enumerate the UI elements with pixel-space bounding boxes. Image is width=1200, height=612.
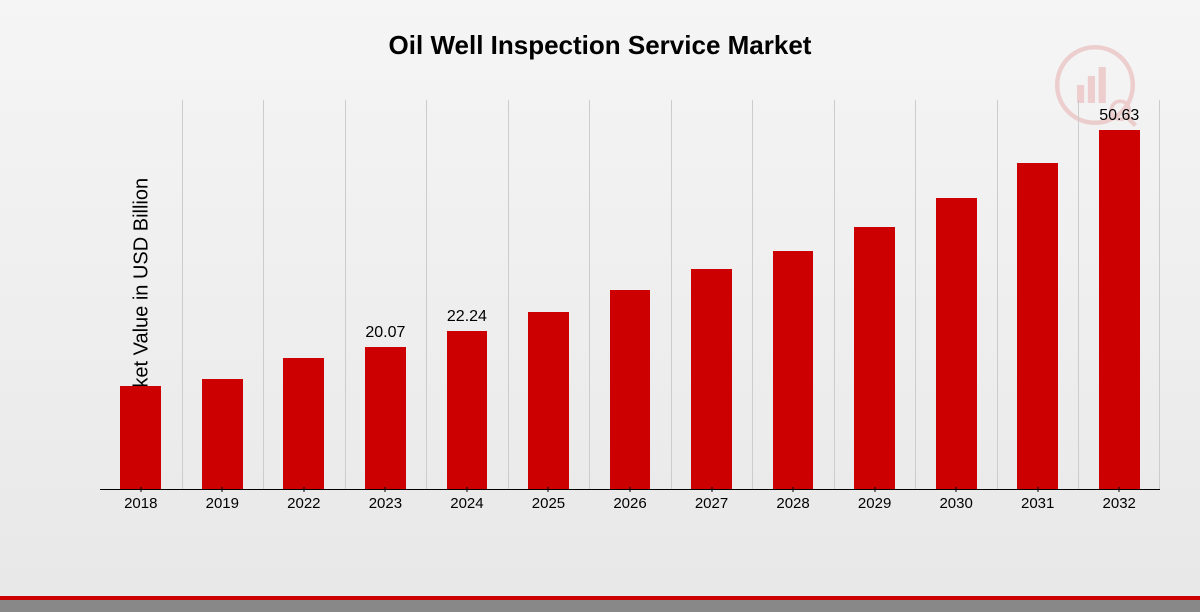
bar	[447, 331, 488, 489]
x-axis-label: 2027	[695, 495, 728, 512]
bar-value-label: 50.63	[1099, 107, 1139, 125]
x-tick	[222, 487, 223, 492]
bar	[610, 290, 651, 489]
bar-value-label: 22.24	[447, 308, 487, 326]
chart-container: Oil Well Inspection Service Market Marke…	[0, 0, 1200, 600]
bar	[1099, 130, 1140, 489]
bar	[691, 269, 732, 489]
x-tick	[466, 487, 467, 492]
gridline	[915, 100, 916, 489]
bar	[1017, 163, 1058, 489]
bottom-accent-border	[0, 596, 1200, 600]
x-tick	[1037, 487, 1038, 492]
x-tick	[630, 487, 631, 492]
bar	[365, 347, 406, 489]
x-axis-label: 2030	[939, 495, 972, 512]
x-axis-label: 2022	[287, 495, 320, 512]
x-axis-label: 2023	[369, 495, 402, 512]
bar	[283, 358, 324, 489]
gridline	[426, 100, 427, 489]
x-tick	[385, 487, 386, 492]
chart-area: 20.07 22.24 50.63 2018 2019 2022 2023 2024 2025…	[100, 100, 1160, 520]
x-tick	[956, 487, 957, 492]
gridline	[263, 100, 264, 489]
chart-title: Oil Well Inspection Service Market	[0, 0, 1200, 61]
x-tick	[711, 487, 712, 492]
x-axis-label: 2026	[613, 495, 646, 512]
gridline	[345, 100, 346, 489]
x-axis-label: 2028	[776, 495, 809, 512]
bar-value-label: 20.07	[365, 324, 405, 342]
gridline	[997, 100, 998, 489]
x-axis-label: 2025	[532, 495, 565, 512]
x-axis-label: 2024	[450, 495, 483, 512]
bar	[936, 198, 977, 489]
bar	[773, 251, 814, 489]
gridline	[508, 100, 509, 489]
gridline	[182, 100, 183, 489]
gridline	[752, 100, 753, 489]
gridline	[589, 100, 590, 489]
x-axis-labels: 2018 2019 2022 2023 2024 2025 2026 2027 2028 2029…	[100, 490, 1160, 520]
x-tick	[303, 487, 304, 492]
x-tick	[874, 487, 875, 492]
bar	[202, 379, 243, 489]
gridline	[671, 100, 672, 489]
gridline	[834, 100, 835, 489]
x-axis-label: 2031	[1021, 495, 1054, 512]
x-tick	[1119, 487, 1120, 492]
x-tick	[140, 487, 141, 492]
gridline	[1078, 100, 1079, 489]
x-axis-label: 2032	[1103, 495, 1136, 512]
bar	[120, 386, 161, 489]
x-tick	[793, 487, 794, 492]
x-axis-label: 2018	[124, 495, 157, 512]
bar	[854, 227, 895, 489]
plot-area: 20.07 22.24 50.63	[100, 100, 1160, 490]
gridline	[1159, 100, 1160, 489]
bar	[528, 312, 569, 489]
x-axis-label: 2019	[206, 495, 239, 512]
x-axis-label: 2029	[858, 495, 891, 512]
x-tick	[548, 487, 549, 492]
